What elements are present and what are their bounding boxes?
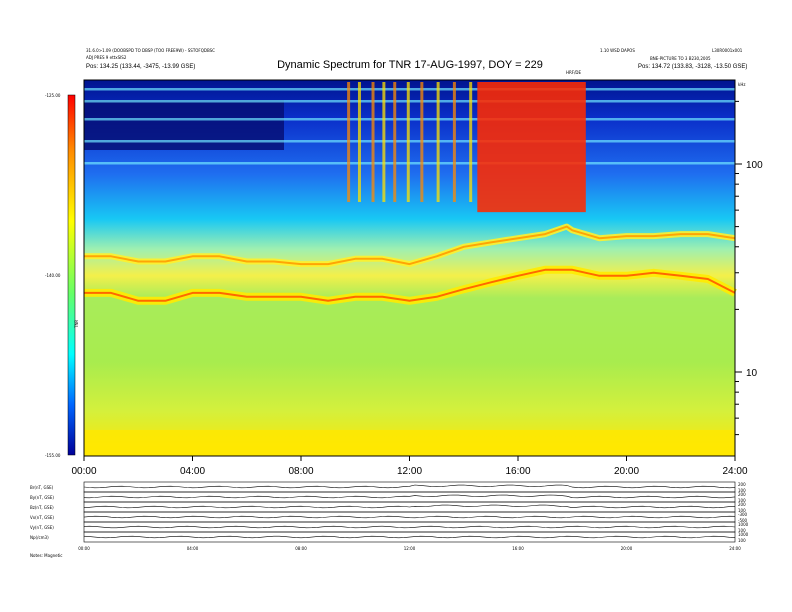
parameter-trace — [83, 484, 736, 489]
colorbar-tick-mid: -140.00 — [45, 273, 61, 278]
parameter-panel-tick: 200 — [738, 492, 746, 497]
header-left-1: 31.6.0>1.09 (DOOBSPD TO DBSP (TOO FREE9W… — [86, 48, 215, 53]
header-right-1: 1.10 WSD DAPOS — [600, 48, 635, 53]
burst-streak — [406, 82, 410, 202]
burst-streak — [469, 82, 473, 202]
parameter-panel-tick: 100 — [738, 528, 746, 533]
parameter-panel-label: Bz(nT, GSE) — [30, 505, 54, 510]
bottom-time-tick-label: 00:00 — [78, 546, 90, 551]
parameter-trace — [83, 504, 736, 509]
colorbar-scale — [67, 94, 76, 456]
burst-streak — [371, 82, 375, 202]
burst-streak — [420, 82, 424, 202]
time-tick-label: 20:00 — [614, 466, 639, 477]
burst-streak — [347, 82, 351, 202]
colorbar: -125.00 -140.00 -155.00 TNR — [45, 93, 79, 458]
colorbar-label: TNR — [74, 320, 79, 329]
parameter-panel-tick: -300 — [738, 512, 748, 517]
time-tick-label: 16:00 — [505, 466, 530, 477]
plasma-line-lower-core — [84, 268, 736, 302]
parameter-trace — [83, 525, 736, 529]
plasma-line-upper-core — [84, 225, 736, 266]
time-tick-label: 04:00 — [180, 466, 205, 477]
frequency-axis: 100 10 kHz — [735, 82, 763, 436]
header-right-4: Pos: 134.72 (133.83, -3128, -13.50 GSE) — [638, 64, 747, 70]
parameter-panel-frame — [83, 531, 736, 543]
colorbar-tick-bottom: -155.00 — [45, 453, 61, 458]
spectrogram-panel — [83, 79, 737, 457]
burst-streak — [382, 82, 386, 202]
header-left-2: ADJ PRES 9 ettxSIS2 — [86, 55, 127, 60]
low-frequency-band — [84, 430, 735, 456]
burst-region — [477, 82, 586, 213]
bottom-time-tick-label: 16:00 — [512, 546, 524, 551]
time-tick-label: 00:00 — [71, 466, 96, 477]
footer-label: Notes: Magnetic — [30, 553, 63, 558]
burst-streak — [436, 82, 440, 202]
parameter-panel-tick: 1000 — [738, 522, 749, 527]
parameter-trace — [83, 515, 736, 519]
freq-tick-100: 100 — [746, 160, 763, 171]
freq-tick-10: 10 — [746, 368, 758, 379]
parameter-panel-tick: -500 — [738, 518, 748, 523]
parameter-panel-tick: 200 — [738, 502, 746, 507]
header-right-3: BNE-PICTURE TO 3 B230,2005 — [650, 56, 711, 61]
bottom-time-tick-label: 20:00 — [621, 546, 633, 551]
parameter-panel-tick: 100 — [738, 508, 746, 513]
parameter-panel-label: Vx(nT, GSE) — [30, 515, 54, 520]
bottom-time-tick-label: 12:00 — [404, 546, 416, 551]
parameter-panel-tick: 100 — [738, 498, 746, 503]
burst-streak — [357, 82, 361, 202]
freq-unit: kHz — [738, 82, 745, 87]
parameter-panel-tick: 100 — [738, 538, 746, 543]
parameter-panel-label: Vy(nT, GSE) — [30, 525, 54, 530]
parameter-panel-tick: 1000 — [738, 532, 749, 537]
header-right-2: L30R0001x001 — [712, 48, 743, 53]
header-left-3: Pos: 134.25 (133.44, -3475, -13.99 GSE) — [86, 64, 195, 70]
bottom-time-tick-label: 24:00 — [729, 546, 741, 551]
colorbar-tick-top: -125.00 — [45, 93, 61, 98]
parameter-panel-label: Br(nT, GSE) — [30, 485, 54, 490]
time-tick-label: 24:00 — [722, 466, 747, 477]
bottom-time-tick-label: 04:00 — [187, 546, 199, 551]
parameter-panel-label: Np(/cm3) — [30, 535, 49, 540]
burst-streak — [452, 82, 456, 202]
time-tick-label: 08:00 — [288, 466, 313, 477]
parameter-panel-label: By(nT, GSE) — [30, 495, 54, 500]
parameter-trace — [83, 535, 736, 539]
chart-title: Dynamic Spectrum for TNR 17-AUG-1997, DO… — [277, 59, 543, 71]
time-tick-label: 12:00 — [397, 466, 422, 477]
burst-streak — [393, 82, 397, 202]
parameter-panel-tick: 200 — [738, 482, 746, 487]
parameter-panel-tick: 100 — [738, 488, 746, 493]
marker-label: HRF/DE — [566, 70, 582, 75]
bottom-time-axis: 00:00 04:00 08:00 12:00 16:00 20:00 24:00 — [78, 546, 741, 551]
parameter-trace — [83, 494, 736, 499]
bottom-time-tick-label: 08:00 — [295, 546, 307, 551]
time-axis: 00:00 04:00 08:00 12:00 16:00 20:00 24:00 — [71, 456, 748, 477]
